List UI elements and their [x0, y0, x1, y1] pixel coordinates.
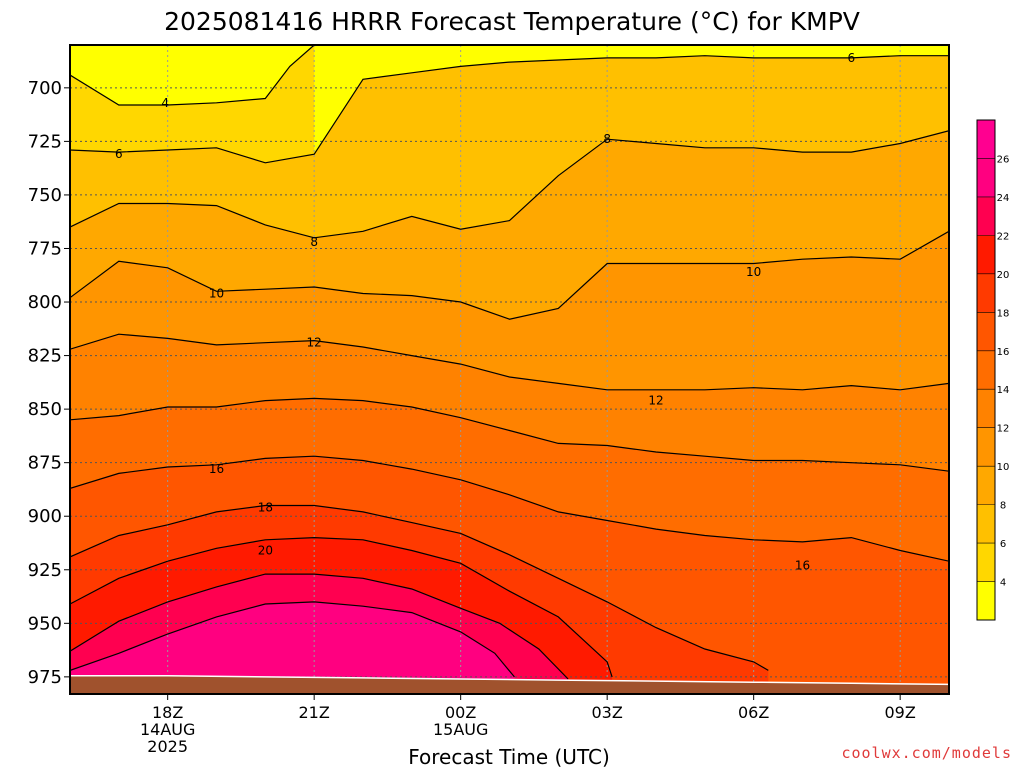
- colorbar-swatch: [977, 466, 995, 505]
- colorbar-swatch: [977, 312, 995, 351]
- y-tick-label: 925: [28, 560, 62, 581]
- x-tick-label: 03Z: [592, 703, 623, 722]
- colorbar-tick-label: 26: [997, 154, 1010, 165]
- y-tick-label: 750: [28, 185, 62, 206]
- colorbar-swatch: [977, 427, 995, 467]
- contour-label: 8: [310, 235, 318, 249]
- colorbar-tick-label: 4: [1000, 578, 1006, 589]
- contour-label: 12: [648, 394, 663, 408]
- y-axis: 700 725 750 775 800 825 850 875 900 925 950 975: [28, 78, 70, 688]
- plot-frame: [69, 44, 950, 695]
- colorbar-swatch: [977, 389, 995, 428]
- contour-label: 10: [746, 265, 761, 279]
- colorbar-frame: [976, 119, 996, 621]
- contour-labels: 4 6 6 8 8 10 10 12 12 16 16 18 20: [115, 51, 855, 573]
- contour-lines: [70, 45, 949, 680]
- contour-line-22: [70, 573, 569, 680]
- colorbar-swatch: [977, 158, 995, 197]
- contour-line-8: [70, 130, 949, 239]
- y-tick-label: 950: [28, 613, 62, 634]
- contour-line-18: [70, 504, 769, 671]
- colorbar-swatch: [977, 235, 995, 274]
- contour-line-4: [70, 45, 315, 106]
- contour-label: 4: [161, 96, 169, 110]
- x-tick-label: 2025: [147, 737, 188, 756]
- ground-surface: [70, 675, 949, 694]
- colorbar-tick-label: 10: [997, 462, 1010, 473]
- fill-band-above-24: [70, 601, 515, 694]
- y-tick-label: 800: [28, 292, 62, 313]
- y-tick-label: 850: [28, 399, 62, 420]
- contour-label: 20: [258, 543, 273, 557]
- contour-line-10: [70, 230, 949, 320]
- contour-label: 10: [209, 286, 224, 300]
- contour-line-6: [70, 55, 949, 164]
- x-tick-label: 21Z: [299, 703, 330, 722]
- colorbar-swatch: [977, 196, 995, 236]
- y-tick-label: 900: [28, 506, 62, 527]
- colorbar-swatch: [977, 543, 995, 582]
- x-tick-label: 18Z: [152, 703, 183, 722]
- contour-label: 12: [307, 336, 322, 350]
- contour-label: 16: [209, 462, 224, 476]
- contour-label: 8: [603, 132, 611, 146]
- contour-label: 18: [258, 501, 273, 515]
- colorbar-tick-label: 24: [997, 193, 1010, 204]
- y-tick-label: 725: [28, 131, 62, 152]
- contour-line-12: [70, 333, 949, 391]
- colorbar-tick-label: 6: [1000, 539, 1006, 550]
- x-axis-label: Forecast Time (UTC): [408, 745, 610, 768]
- colorbar-swatch: [977, 350, 995, 390]
- contour-label: 16: [795, 558, 810, 572]
- y-tick-label: 775: [28, 238, 62, 259]
- colorbar-swatch: [977, 581, 995, 620]
- x-tick-label: 09Z: [885, 703, 916, 722]
- colorbar-tick-label: 20: [997, 270, 1010, 281]
- surface-terrain: [70, 675, 949, 694]
- contour-label: 6: [848, 51, 856, 65]
- chart-title: 2025081416 HRRR Forecast Temperature (°C…: [164, 7, 860, 36]
- colorbar-swatch: [977, 504, 995, 544]
- colorbar-tick-label: 16: [997, 347, 1010, 358]
- colorbar-tick-label: 18: [997, 308, 1010, 319]
- temperature-fill-layers: [70, 45, 949, 694]
- x-tick-label: 00Z: [445, 703, 476, 722]
- x-tick-label: 14AUG: [140, 720, 195, 739]
- colorbar-tick-label: 14: [997, 385, 1010, 396]
- credit-text: coolwx.com/models: [841, 744, 1012, 762]
- colorbar-swatch: [977, 273, 995, 313]
- y-tick-label: 700: [28, 78, 62, 99]
- colorbar-tick-label: 8: [1000, 501, 1006, 512]
- y-tick-label: 875: [28, 453, 62, 474]
- x-tick-label: 06Z: [738, 703, 769, 722]
- y-tick-label: 825: [28, 346, 62, 367]
- colorbar-swatch: [977, 120, 995, 159]
- contour-label: 6: [115, 147, 123, 161]
- colorbar-tick-label: 12: [997, 424, 1010, 435]
- contour-line-20: [70, 536, 613, 678]
- x-tick-label: 15AUG: [433, 720, 488, 739]
- colorbar: 4 6 8 10 12 14 16 18 20 22 24 26: [976, 119, 1010, 621]
- colorbar-tick-label: 22: [997, 231, 1010, 242]
- contour-line-24: [70, 601, 515, 678]
- contour-line-14: [70, 397, 949, 472]
- contour-line-16: [70, 455, 949, 562]
- y-tick-label: 975: [28, 667, 62, 688]
